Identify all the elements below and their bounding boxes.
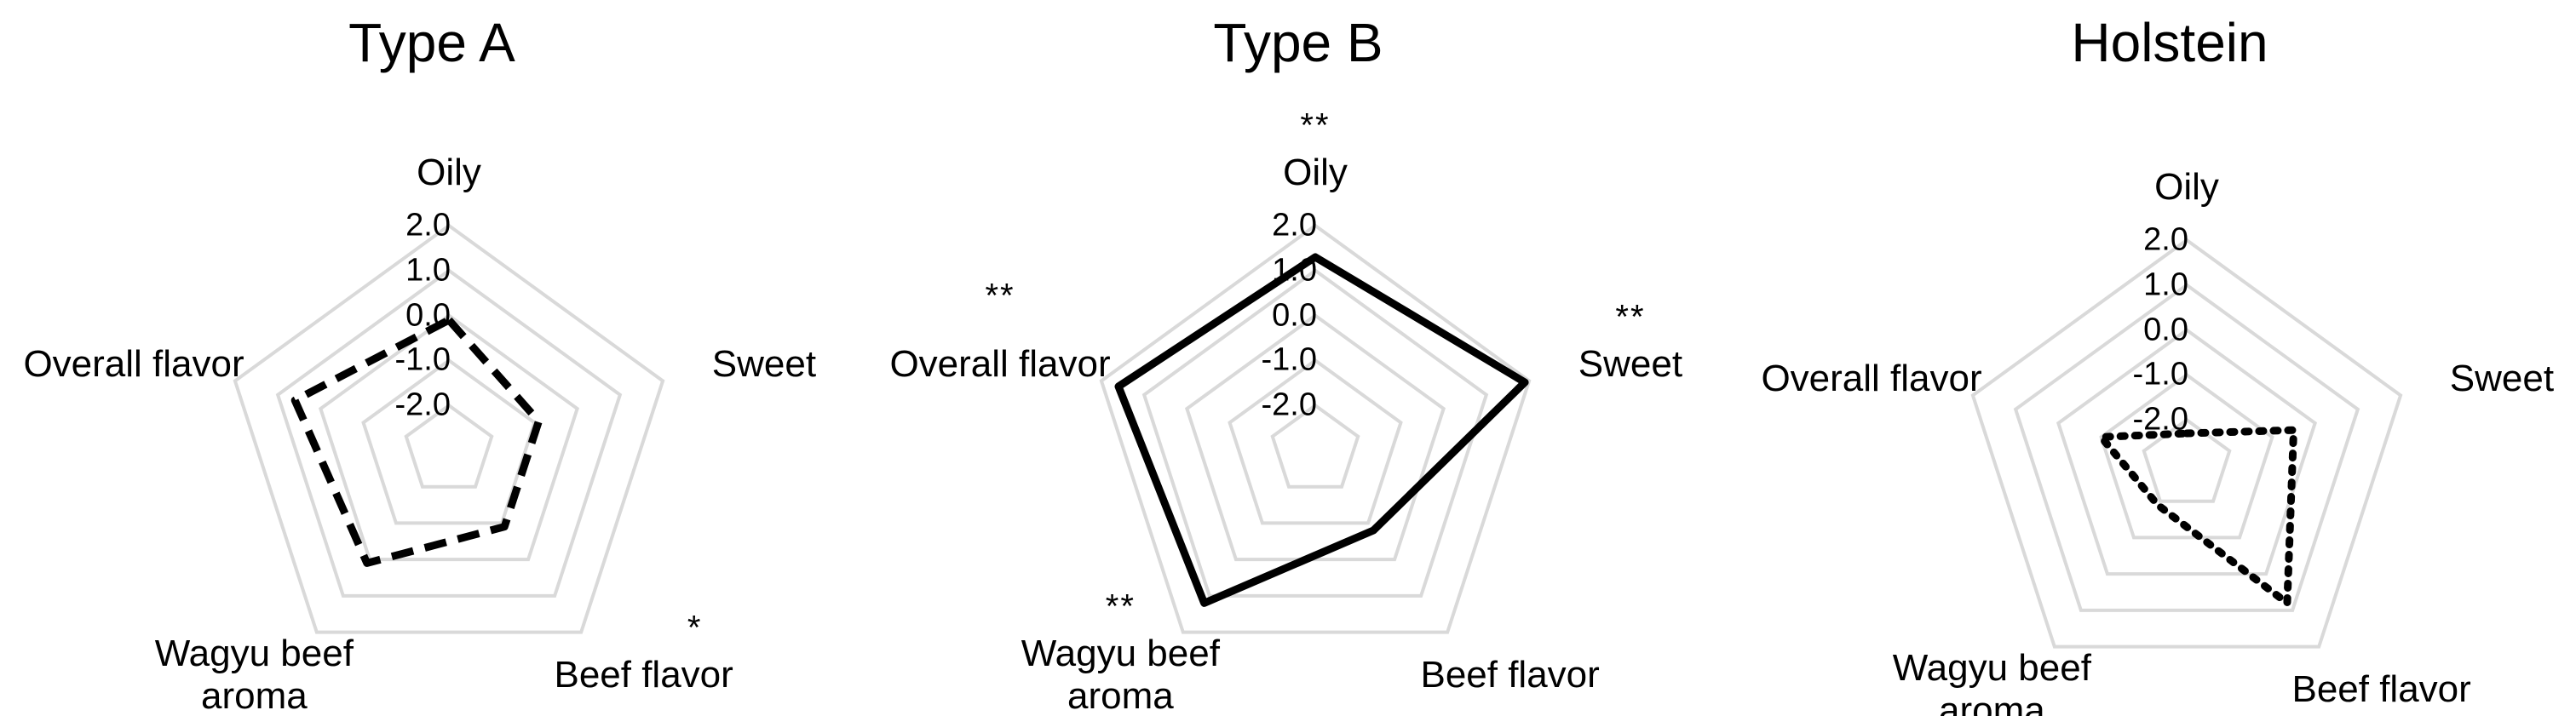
grid-ring	[2056, 328, 2317, 576]
r-tick-label: 2.0	[405, 207, 451, 243]
r-tick-label: 0.0	[405, 297, 451, 334]
grid-ring	[2099, 372, 2274, 540]
grid-ring	[1099, 223, 1532, 634]
grid-ring	[319, 313, 579, 562]
category-label: Beef flavor	[554, 653, 733, 696]
chart-title: Type B	[1213, 12, 1383, 73]
chart-title: Type A	[348, 12, 515, 73]
category-label: Sweet	[711, 343, 817, 386]
series-line	[290, 316, 543, 567]
grid-ring	[1270, 403, 1360, 489]
grid-ring	[1970, 238, 2403, 649]
category-label: Beef flavor	[2291, 667, 2471, 710]
grid-ring	[1228, 358, 1403, 525]
category-label: Oily	[2154, 166, 2219, 208]
significance-mark: **	[1105, 587, 1136, 626]
r-tick-label: -1.0	[394, 341, 451, 378]
category-label: Overall flavor	[889, 343, 1111, 386]
category-label: Sweet	[1578, 343, 1683, 386]
r-tick-label: -1.0	[2132, 356, 2188, 392]
r-tick-label: -2.0	[1261, 387, 1317, 423]
significance-mark: **	[985, 277, 1015, 315]
chart-title: Holstein	[2071, 12, 2268, 73]
r-tick-label: -2.0	[2132, 401, 2188, 438]
r-tick-label: 2.0	[1272, 207, 1317, 243]
category-label: Wagyu beef aroma	[1892, 646, 2091, 716]
r-tick-label: 1.0	[2143, 266, 2188, 303]
r-tick-label: 2.0	[2143, 221, 2188, 258]
grid-ring	[2013, 283, 2360, 612]
r-tick-label: -2.0	[394, 387, 451, 423]
grid-ring	[1141, 268, 1489, 598]
category-label: Wagyu beef aroma	[154, 632, 354, 716]
r-tick-label: 1.0	[1272, 252, 1317, 289]
series-line	[1114, 253, 1529, 607]
significance-mark: **	[1300, 106, 1331, 145]
category-label: Overall flavor	[1761, 358, 1982, 400]
category-label: Oily	[417, 152, 481, 193]
grid-ring	[233, 223, 665, 634]
grid-ring	[404, 403, 494, 489]
grid-ring	[2142, 417, 2232, 503]
series-line	[2097, 426, 2298, 607]
category-label: Beef flavor	[1420, 653, 1600, 696]
category-label: Wagyu beef aroma	[1021, 632, 1220, 716]
r-tick-label: 0.0	[1272, 297, 1317, 334]
r-tick-label: -1.0	[1261, 341, 1317, 378]
significance-mark: **	[1615, 298, 1646, 336]
category-label: Overall flavor	[23, 343, 244, 386]
significance-mark: *	[687, 609, 703, 647]
category-label: Sweet	[2449, 358, 2555, 400]
r-tick-label: 1.0	[405, 252, 451, 289]
grid-ring	[275, 268, 623, 598]
grid-ring	[361, 358, 537, 525]
r-tick-label: 0.0	[2143, 312, 2188, 348]
category-label: Oily	[1283, 152, 1348, 193]
